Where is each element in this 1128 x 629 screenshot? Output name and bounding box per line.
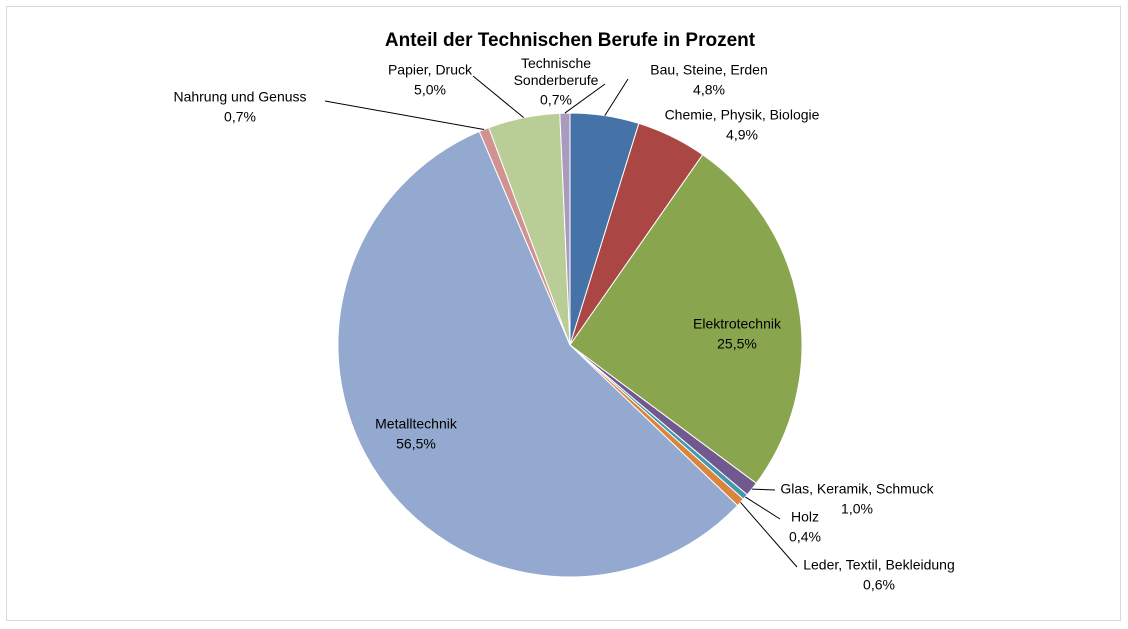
value-label: 0,7% xyxy=(224,109,256,125)
slice-label: Elektrotechnik xyxy=(693,316,782,332)
value-label: 0,7% xyxy=(540,92,572,108)
leader-line xyxy=(324,100,485,131)
slice-label: Papier, Druck xyxy=(388,62,473,78)
leader-line xyxy=(740,502,798,568)
pie-slice xyxy=(337,130,739,578)
leader-line xyxy=(604,78,629,116)
value-label: 0,4% xyxy=(789,529,821,545)
slice-label: Glas, Keramik, Schmuck xyxy=(780,481,934,497)
slice-label: Nahrung und Genuss xyxy=(173,89,306,105)
leader-line xyxy=(472,75,525,119)
pie-slice xyxy=(569,153,803,485)
leader-line xyxy=(564,83,606,114)
value-label: 25,5% xyxy=(717,336,757,352)
value-label: 1,0% xyxy=(841,501,873,517)
chart-title: Anteil der Technischen Berufe in Prozent xyxy=(385,30,756,51)
slice-label: Chemie, Physik, Biologie xyxy=(665,107,820,123)
value-label: 4,9% xyxy=(726,127,758,143)
value-label: 5,0% xyxy=(414,82,446,98)
value-label: 56,5% xyxy=(396,436,436,452)
value-label: 4,8% xyxy=(693,82,725,98)
slice-label: Leder, Textil, Bekleidung xyxy=(803,557,955,573)
label-line: Technische xyxy=(521,55,591,71)
leader-line xyxy=(745,496,781,520)
value-label: 0,6% xyxy=(863,577,895,593)
slice-label: Holz xyxy=(791,509,819,525)
label-line: Sonderberufe xyxy=(514,72,599,88)
slice-label: Metalltechnik xyxy=(375,416,458,432)
leader-line xyxy=(751,488,776,491)
slice-label: Bau, Steine, Erden xyxy=(650,62,768,78)
slice-label: Technische Sonderberufe xyxy=(514,55,599,88)
